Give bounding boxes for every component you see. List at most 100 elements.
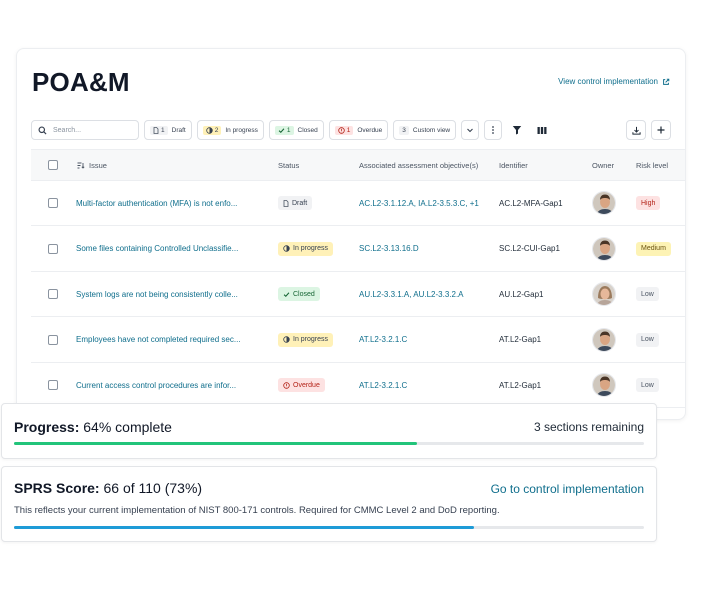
status-label: Closed [293, 290, 315, 298]
risk-badge: Low [636, 332, 659, 347]
custom-view-count: 3 [399, 125, 409, 135]
sprs-panel: SPRS Score: 66 of 110 (73%) Go to contro… [1, 466, 657, 542]
row-checkbox[interactable] [48, 243, 58, 254]
objectives-column-header: Associated assessment objective(s) [359, 160, 479, 170]
owner-avatar[interactable] [592, 236, 616, 261]
half-circle-icon [283, 245, 290, 252]
objective-link[interactable]: AU.L2-3.3.1.A, AU.L2-3.3.2.A [359, 289, 464, 299]
objective-link[interactable]: AT.L2-3.2.1.C [359, 380, 408, 390]
issue-link[interactable]: Multi-factor authentication (MFA) is not… [76, 198, 238, 208]
poam-card: POA&M View control implementation Search… [16, 48, 686, 420]
document-icon [283, 199, 289, 207]
sprs-value: 66 of 110 (73%) [103, 480, 203, 496]
row-checkbox[interactable] [48, 198, 58, 208]
kebab-menu-icon [492, 126, 495, 134]
page-title: POA&M [32, 67, 130, 97]
filter-draft-count: 1 [161, 126, 165, 134]
table-row[interactable]: System logs are not being consistently c… [31, 272, 685, 317]
more-options-button[interactable] [484, 120, 503, 140]
status-label: In progress [293, 336, 329, 343]
issue-link[interactable]: System logs are not being consistently c… [76, 289, 238, 299]
row-checkbox[interactable] [48, 380, 58, 390]
risk-badge: Medium [636, 241, 671, 256]
search-input[interactable]: Search... [31, 120, 139, 140]
sprs-label: SPRS Score: [14, 480, 100, 496]
custom-view-selector[interactable]: 3 Custom view [393, 120, 457, 140]
view-control-implementation-link[interactable]: View control implementation [558, 77, 670, 86]
risk-badge: Low [636, 378, 659, 392]
objective-link[interactable]: SC.L2-3.13.16.D [359, 244, 419, 253]
sort-icon [77, 162, 85, 169]
toolbar: Search... 1 Draft 2 In progress 1 Closed [31, 119, 671, 141]
issue-link[interactable]: Employees have not completed required se… [76, 335, 241, 344]
filter-draft-label: Draft [171, 126, 186, 134]
add-button[interactable] [651, 120, 671, 140]
filter-in-progress-count: 2 [214, 126, 219, 134]
download-button[interactable] [626, 120, 646, 140]
half-circle-icon [283, 336, 290, 343]
owner-column-header: Owner [592, 160, 615, 170]
status-badge: Overdue [278, 378, 325, 392]
progress-fill [14, 442, 418, 445]
columns-button[interactable] [532, 120, 552, 140]
progress-value: 64% complete [83, 419, 172, 435]
table-row[interactable]: Current access control procedures are in… [31, 363, 685, 408]
download-icon [631, 126, 641, 135]
select-all-checkbox[interactable] [48, 160, 58, 170]
row-checkbox[interactable] [48, 334, 58, 345]
filter-closed-label: Closed [297, 126, 318, 134]
row-checkbox[interactable] [48, 289, 58, 299]
filter-closed[interactable]: 1 Closed [268, 120, 324, 140]
half-circle-icon [206, 126, 213, 134]
identifier-column-header: Identifier [499, 160, 528, 170]
sprs-fill [14, 526, 474, 529]
status-badge: Closed [278, 287, 320, 301]
risk-badge: High [636, 196, 661, 210]
filter-draft[interactable]: 1 Draft [144, 120, 192, 140]
identifier-text: AU.L2-Gap1 [499, 289, 544, 299]
view-dropdown-button[interactable] [461, 120, 480, 140]
status-label: Overdue [293, 381, 320, 389]
status-badge: In progress [278, 332, 334, 347]
table-row[interactable]: Employees have not completed required se… [31, 318, 685, 363]
filter-button[interactable] [507, 120, 527, 140]
owner-avatar[interactable] [592, 282, 616, 306]
identifier-text: AC.L2-MFA-Gap1 [499, 198, 563, 208]
custom-view-label: Custom view [412, 126, 451, 134]
status-label: In progress [293, 245, 329, 252]
issue-link[interactable]: Current access control procedures are in… [76, 380, 237, 390]
status-column-header: Status [278, 160, 300, 170]
alert-circle-icon [338, 126, 345, 134]
issue-column-header[interactable]: Issue [77, 150, 107, 180]
objective-link[interactable]: AC.L2-3.1.12.A, IA.L2-3.5.3.C, +1 [359, 198, 479, 208]
go-to-control-implementation-link[interactable]: Go to control implementation [490, 482, 644, 496]
sprs-description: This reflects your current implementatio… [14, 505, 500, 516]
table-header: Issue Status Associated assessment objec… [31, 149, 685, 181]
filter-overdue[interactable]: 1 Overdue [328, 120, 389, 140]
filter-icon [512, 126, 522, 135]
status-label: Draft [292, 199, 308, 207]
progress-track [14, 442, 644, 445]
objective-link[interactable]: AT.L2-3.2.1.C [359, 335, 408, 344]
filter-overdue-label: Overdue [357, 126, 383, 134]
issue-column-label: Issue [89, 160, 107, 170]
owner-avatar[interactable] [592, 191, 616, 215]
identifier-text: AT.L2-Gap1 [499, 380, 542, 390]
filter-overdue-count: 1 [346, 126, 351, 134]
alert-circle-icon [283, 381, 290, 389]
filter-in-progress[interactable]: 2 In progress [196, 120, 264, 140]
table-row[interactable]: Some files containing Controlled Unclass… [31, 227, 685, 272]
check-icon [283, 291, 290, 298]
owner-avatar[interactable] [592, 373, 616, 397]
columns-icon [537, 126, 547, 134]
issue-link[interactable]: Some files containing Controlled Unclass… [76, 244, 239, 253]
filter-in-progress-label: In progress [225, 126, 258, 134]
view-control-implementation-label: View control implementation [558, 77, 658, 86]
document-icon [153, 126, 159, 134]
risk-badge: Low [636, 287, 659, 301]
table-row[interactable]: Multi-factor authentication (MFA) is not… [31, 181, 685, 226]
sprs-track [14, 526, 644, 529]
owner-avatar[interactable] [592, 327, 616, 352]
external-link-icon [663, 78, 670, 85]
filter-closed-count: 1 [286, 126, 291, 134]
